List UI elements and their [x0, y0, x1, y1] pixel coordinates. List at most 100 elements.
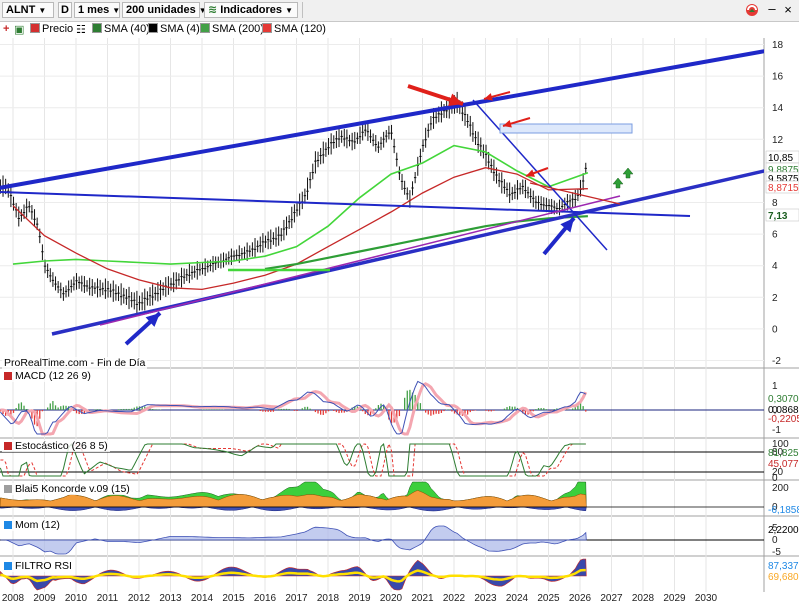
rsi-area: [0, 558, 587, 591]
x-tick-label: 2012: [128, 593, 151, 603]
period-label: 1 mes: [78, 4, 110, 16]
period-selector[interactable]: 1 mes ▼: [74, 2, 120, 18]
mom-value-tag: 2,2200: [768, 525, 799, 536]
macd-axis-label: 0: [772, 405, 778, 416]
legend-item-sma200[interactable]: SMA (200): [200, 23, 264, 35]
y-tick-label: 18: [772, 40, 784, 51]
panel-icon: [4, 372, 12, 380]
symbol-selector[interactable]: ALNT ▼: [2, 2, 54, 18]
chevron-down-icon: ▼: [112, 6, 121, 15]
x-tick-label: 2025: [537, 593, 560, 603]
blue-arrow-support: [542, 216, 576, 256]
macd-title: MACD (12 26 9): [2, 370, 93, 382]
price-tag-box: [765, 208, 799, 222]
x-tick-label: 2019: [348, 593, 371, 603]
upper-channel-line: [0, 49, 764, 190]
arrow-head: [560, 218, 574, 233]
x-tick-label: 2027: [600, 593, 623, 603]
price-tag: 9,8875: [768, 165, 799, 176]
minimize-icon[interactable]: –: [768, 1, 776, 16]
mom-area: [0, 525, 587, 555]
x-tick-label: 2024: [506, 593, 529, 603]
legend-item-sma4[interactable]: SMA (4): [148, 23, 200, 35]
x-tick-label: 2008: [2, 593, 25, 603]
arrow-head: [145, 313, 160, 327]
legend-item-sma120[interactable]: SMA (120): [262, 23, 326, 35]
arrow-head: [526, 169, 535, 177]
panel-icon: [4, 485, 12, 493]
mom-title: Mom (12): [2, 519, 62, 531]
legend-item-sma40[interactable]: SMA (40): [92, 23, 150, 35]
settings-icon[interactable]: ☷: [76, 24, 86, 36]
stoch-axis-label: 0: [772, 473, 778, 484]
x-tick-label: 2013: [159, 593, 182, 603]
units-label: 200 unidades: [126, 4, 196, 16]
x-tick-label: 2021: [411, 593, 434, 603]
x-tick-label: 2020: [380, 593, 403, 603]
green-up-arrow: [622, 167, 634, 179]
price-tag: 7,13: [768, 211, 788, 222]
downtrend-line: [472, 99, 608, 251]
legend-label: SMA (40): [104, 23, 150, 35]
blai-title-text: Blai5 Koncorde v.09 (15): [15, 483, 130, 495]
rsi-value-tag: 69,6807: [768, 572, 799, 583]
x-tick-label: 2010: [65, 593, 88, 603]
rsi-value-tag: 87,3377: [768, 561, 799, 572]
symbol-label: ALNT: [6, 4, 36, 16]
add-icon[interactable]: +: [3, 23, 10, 35]
x-tick-label: 2016: [254, 593, 277, 603]
macd-line: [0, 380, 587, 435]
red-arrow-small: [483, 91, 511, 101]
y-tick-label: 6: [772, 230, 778, 241]
toolbar: ALNT ▼ D 1 mes ▼ 200 unidades ▼ ≋ Indica…: [0, 0, 799, 22]
source-label: ProRealTime.com - Fin de Día: [2, 357, 148, 369]
rsi-title-text: FILTRO RSI: [15, 560, 72, 572]
chevron-down-icon: ▼: [285, 6, 294, 15]
stoch-axis-label: 80: [772, 447, 784, 458]
d-button[interactable]: D: [58, 2, 72, 18]
horizontal-support-line: [0, 191, 691, 217]
koncorde-value-tag: -6,1858: [768, 505, 799, 516]
x-tick-label: 2015: [222, 593, 245, 603]
x-tick-label: 2017: [285, 593, 308, 603]
tools-icon[interactable]: ▣: [14, 24, 25, 36]
legend-item-precio[interactable]: Precio: [30, 23, 73, 35]
x-tick-label: 2014: [191, 593, 214, 603]
arrow-head: [503, 119, 512, 128]
y-tick-label: 2: [772, 293, 778, 304]
x-tick-label: 2026: [569, 593, 592, 603]
y-tick-label: 16: [772, 72, 784, 83]
stoch-title-text: Estocástico (26 8 5): [15, 440, 108, 452]
legend-swatch: [200, 23, 210, 33]
stoch-k-line: [0, 442, 586, 477]
blue-arrow-bottom: [124, 311, 162, 346]
green-up-arrow: [612, 177, 624, 189]
y-tick-label: 4: [772, 261, 778, 272]
red-arrow-small: [502, 117, 531, 128]
units-selector[interactable]: 200 unidades ▼: [122, 2, 207, 18]
indicators-button[interactable]: ≋ Indicadores ▼: [204, 2, 298, 18]
panel-icon: [4, 562, 12, 570]
legend-swatch: [92, 23, 102, 33]
price-tag: 10,85: [768, 153, 793, 164]
panel-icon: [4, 521, 12, 529]
x-tick-label: 2023: [474, 593, 497, 603]
close-icon[interactable]: ×: [784, 2, 792, 17]
macd-value-tag: 0,0868: [768, 405, 799, 416]
y-tick-label: 12: [772, 135, 784, 146]
mom-axis-label: 5: [772, 523, 778, 534]
legend-label: SMA (200): [212, 23, 264, 35]
sma-40-line: [12, 144, 589, 265]
stoch-value-tag: 45,0778: [768, 459, 799, 470]
refresh-icon[interactable]: [744, 2, 760, 18]
x-tick-label: 2030: [695, 593, 718, 603]
macd-axis-label: 1: [772, 381, 778, 392]
macd-value-tag: 0,3070: [768, 394, 799, 405]
price-tag: 8,8715: [768, 183, 799, 194]
chart-legend: + ▣ Precio ☷ SMA (40) SMA (4) SMA (200) …: [0, 21, 799, 37]
stoch-title: Estocástico (26 8 5): [2, 440, 110, 452]
price-layer: [0, 49, 764, 336]
mom-axis-label: 0: [772, 535, 778, 546]
blai-title: Blai5 Koncorde v.09 (15): [2, 483, 132, 495]
